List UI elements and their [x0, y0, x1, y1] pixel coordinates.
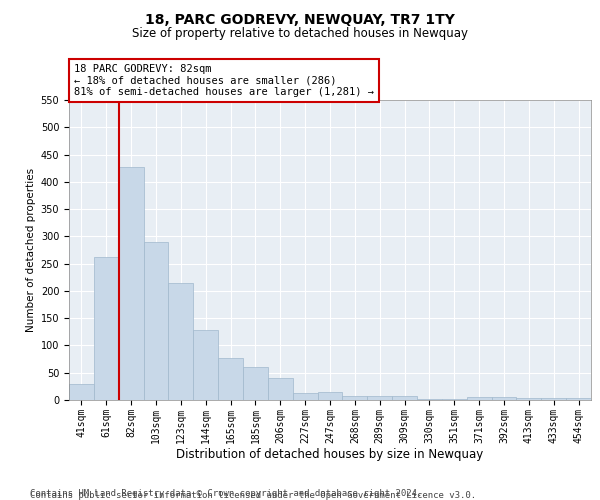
- Text: Size of property relative to detached houses in Newquay: Size of property relative to detached ho…: [132, 28, 468, 40]
- Y-axis label: Number of detached properties: Number of detached properties: [26, 168, 37, 332]
- Bar: [218, 358, 243, 400]
- Bar: [343, 396, 367, 400]
- Text: Contains HM Land Registry data © Crown copyright and database right 2024.: Contains HM Land Registry data © Crown c…: [30, 488, 422, 498]
- Bar: [392, 396, 417, 400]
- Bar: [268, 378, 293, 400]
- Bar: [417, 399, 442, 400]
- Bar: [94, 256, 119, 400]
- Bar: [517, 398, 541, 400]
- Bar: [193, 330, 218, 400]
- Bar: [119, 166, 143, 400]
- Bar: [317, 392, 343, 400]
- Bar: [541, 398, 566, 400]
- Bar: [293, 393, 317, 400]
- Bar: [143, 242, 169, 400]
- Bar: [442, 399, 467, 400]
- Bar: [367, 396, 392, 400]
- Bar: [467, 398, 491, 400]
- Bar: [169, 282, 193, 400]
- Text: 18, PARC GODREVY, NEWQUAY, TR7 1TY: 18, PARC GODREVY, NEWQUAY, TR7 1TY: [145, 12, 455, 26]
- X-axis label: Distribution of detached houses by size in Newquay: Distribution of detached houses by size …: [176, 448, 484, 462]
- Text: 18 PARC GODREVY: 82sqm
← 18% of detached houses are smaller (286)
81% of semi-de: 18 PARC GODREVY: 82sqm ← 18% of detached…: [74, 64, 374, 97]
- Bar: [566, 398, 591, 400]
- Bar: [243, 368, 268, 400]
- Text: Contains public sector information licensed under the Open Government Licence v3: Contains public sector information licen…: [30, 491, 476, 500]
- Bar: [69, 384, 94, 400]
- Bar: [491, 398, 517, 400]
